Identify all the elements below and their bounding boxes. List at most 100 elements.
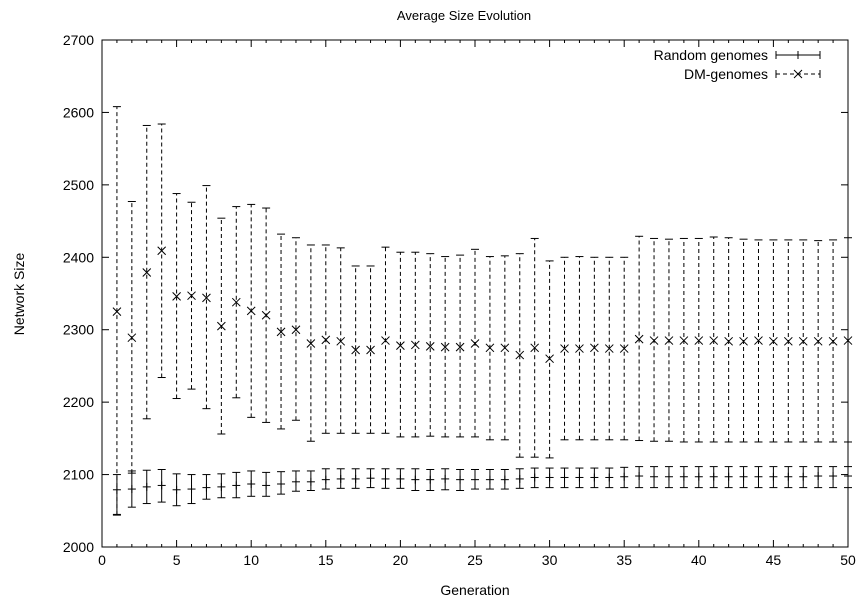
y-tick-label: 2500 — [63, 177, 94, 193]
error-bar — [530, 237, 539, 458]
data-point — [396, 341, 405, 351]
error-bar — [739, 238, 748, 443]
x-marker-b — [291, 325, 301, 335]
data-point — [620, 472, 629, 481]
x-marker-b — [396, 341, 405, 351]
x-marker-b — [306, 339, 316, 348]
data-point — [724, 336, 733, 346]
data-point — [172, 485, 181, 494]
data-point — [276, 327, 286, 337]
error-bar — [336, 247, 345, 434]
error-bar — [590, 256, 599, 441]
data-point — [172, 292, 181, 301]
error-bar — [635, 235, 644, 442]
x-tick-label: 0 — [98, 552, 106, 568]
data-point — [844, 472, 852, 481]
data-point — [679, 336, 689, 345]
x-tick-label: 35 — [616, 552, 632, 568]
x-marker-b — [440, 342, 450, 352]
x-marker-b — [813, 336, 823, 346]
x-marker-b — [336, 336, 346, 346]
x-marker-b — [172, 292, 181, 301]
x-marker-b — [530, 343, 540, 353]
x-marker-b — [351, 345, 360, 355]
legend-sample-dm — [775, 69, 821, 79]
error-bar — [142, 124, 151, 420]
data-point — [291, 477, 300, 486]
data-point — [336, 474, 345, 483]
data-point — [664, 472, 673, 481]
x-marker-b — [634, 334, 644, 344]
data-point — [590, 473, 599, 482]
data-point — [485, 343, 495, 353]
legend-marker — [794, 51, 802, 59]
data-point — [724, 472, 733, 481]
data-point — [381, 474, 390, 483]
y-tick-label: 2700 — [63, 32, 94, 48]
x-tick-label: 10 — [243, 552, 259, 568]
x-tick-label: 45 — [766, 552, 782, 568]
data-point — [694, 336, 704, 345]
x-marker-b — [202, 293, 211, 303]
data-point — [187, 485, 196, 494]
x-marker-b — [679, 336, 689, 345]
x-marker-b — [187, 291, 196, 301]
data-point — [664, 336, 674, 345]
data-point — [560, 473, 569, 482]
x-marker-b — [217, 321, 226, 331]
data-point — [411, 475, 420, 484]
data-point — [351, 474, 360, 483]
error-bar — [844, 237, 852, 443]
data-point — [440, 342, 450, 352]
data-point — [441, 474, 450, 483]
data-point — [798, 336, 808, 346]
data-point — [575, 344, 584, 353]
x-marker-b — [381, 336, 390, 345]
data-point — [425, 342, 435, 351]
data-point — [142, 268, 152, 277]
data-point — [202, 293, 211, 303]
x-marker-b — [664, 336, 674, 345]
x-marker-b — [455, 342, 465, 352]
x-marker-b — [127, 333, 137, 343]
data-point — [709, 336, 719, 345]
error-bar — [456, 254, 465, 438]
data-point — [605, 473, 614, 482]
legend-label-dm: DM-genomes — [684, 66, 768, 82]
x-marker-b — [470, 339, 480, 348]
error-bar — [351, 265, 360, 434]
data-point — [799, 472, 808, 481]
data-point — [754, 472, 763, 481]
data-point — [813, 336, 823, 346]
x-marker-b — [709, 336, 719, 345]
data-point — [366, 345, 375, 355]
x-marker-b — [793, 69, 803, 79]
legend-marker — [793, 69, 803, 79]
data-point — [828, 336, 838, 346]
error-bar — [277, 233, 286, 430]
x-marker-b — [321, 335, 331, 345]
data-point — [619, 344, 629, 353]
data-point — [679, 472, 688, 481]
x-marker-b — [649, 336, 659, 345]
data-point — [291, 325, 301, 335]
x-marker-b — [231, 297, 241, 307]
data-point — [694, 472, 703, 481]
data-point — [142, 482, 151, 491]
data-point — [366, 474, 375, 483]
data-point — [247, 479, 256, 488]
data-point — [500, 343, 510, 353]
x-axis-label: Generation — [440, 582, 509, 598]
data-point — [575, 473, 584, 482]
data-point — [783, 336, 793, 346]
x-marker-b — [694, 336, 704, 345]
data-point — [843, 336, 853, 345]
data-point — [202, 483, 211, 492]
data-point — [456, 475, 465, 484]
x-tick-label: 5 — [173, 552, 181, 568]
x-marker-b — [410, 340, 420, 350]
x-marker-b — [246, 306, 256, 316]
data-point — [306, 477, 315, 486]
data-point — [500, 475, 509, 484]
data-point — [470, 339, 480, 348]
